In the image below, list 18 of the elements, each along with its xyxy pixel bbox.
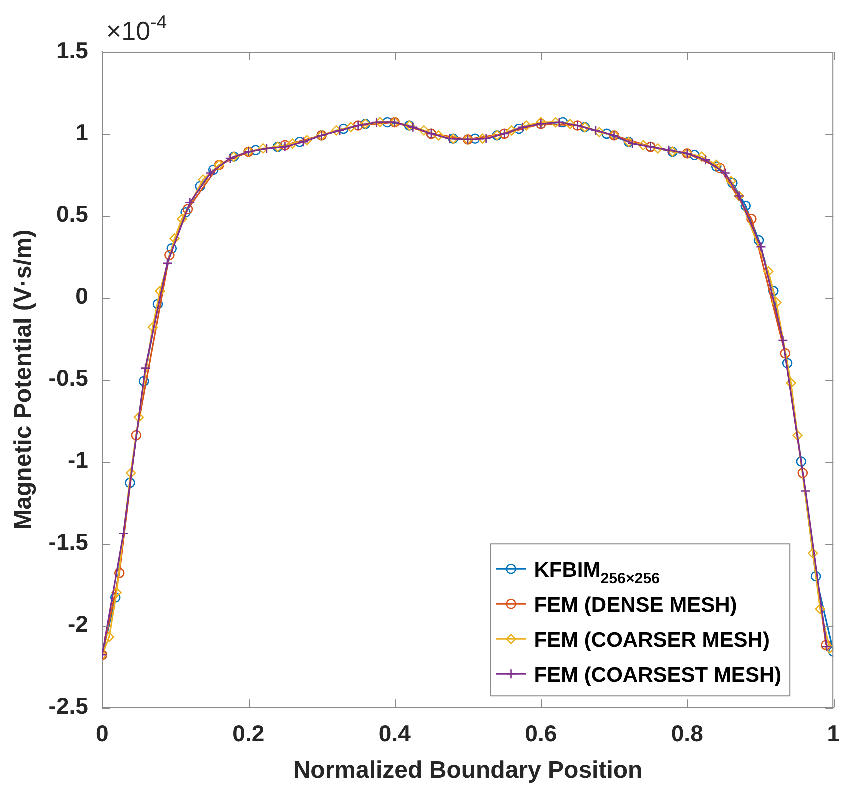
legend-label: FEM (COARSEST MESH): [534, 664, 782, 688]
y-tick-label: 0: [76, 283, 88, 310]
y-tick-label: 1.5: [56, 37, 89, 64]
y-tick-label: -0.5: [48, 365, 89, 392]
y-tick-label: 0.5: [56, 201, 89, 228]
x-tick-label: 0: [96, 720, 109, 747]
x-axis-title: Normalized Boundary Position: [293, 757, 643, 784]
x-tick-label: 0.2: [232, 720, 265, 747]
y-tick-label: -2.5: [48, 692, 89, 719]
y-tick-label: -1.5: [48, 529, 89, 556]
x-tick-label: 0.6: [525, 720, 558, 747]
x-tick-label: 0.4: [378, 720, 412, 747]
y-axis-title: Magnetic Potential (V·s/m): [10, 230, 38, 530]
y-tick-label: -1: [68, 447, 89, 474]
x-tick-label: 1: [827, 720, 840, 747]
y-tick-label: 1: [76, 119, 89, 146]
x-tick-label: 0.8: [671, 720, 704, 747]
y-tick-label: -2: [68, 610, 88, 637]
